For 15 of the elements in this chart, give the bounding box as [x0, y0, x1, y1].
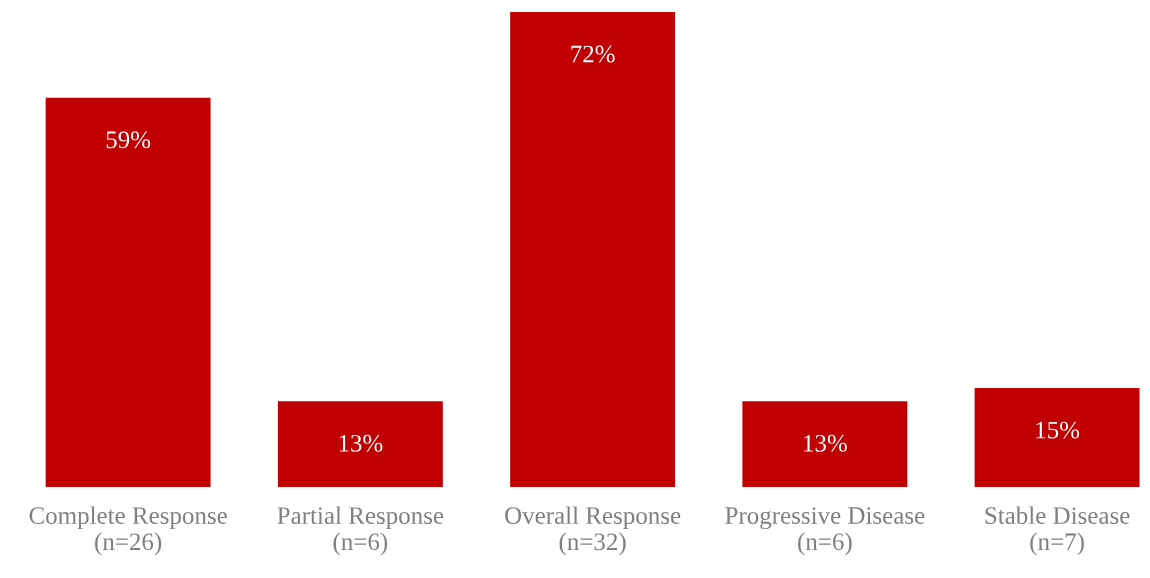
data-label: 72%	[571, 45, 615, 63]
data-label: 15%	[1036, 421, 1080, 439]
bar	[510, 12, 676, 487]
bar	[277, 401, 443, 487]
data-label: 59%	[106, 131, 151, 149]
x-tick-label: Partial Response (n=6)	[277, 506, 444, 556]
data-label: 13%	[804, 434, 847, 452]
x-tick-label: Progressive Disease (n=6)	[725, 507, 925, 556]
x-tick-label: Stable Disease (n=7)	[985, 506, 1130, 556]
x-tick-label: Overall Response (n=32)	[505, 506, 681, 556]
bar	[742, 401, 908, 487]
bar	[974, 388, 1140, 487]
bar	[45, 97, 211, 487]
x-tick-label: Complete Response (n=26)	[29, 506, 227, 556]
data-label: 13%	[339, 434, 383, 452]
